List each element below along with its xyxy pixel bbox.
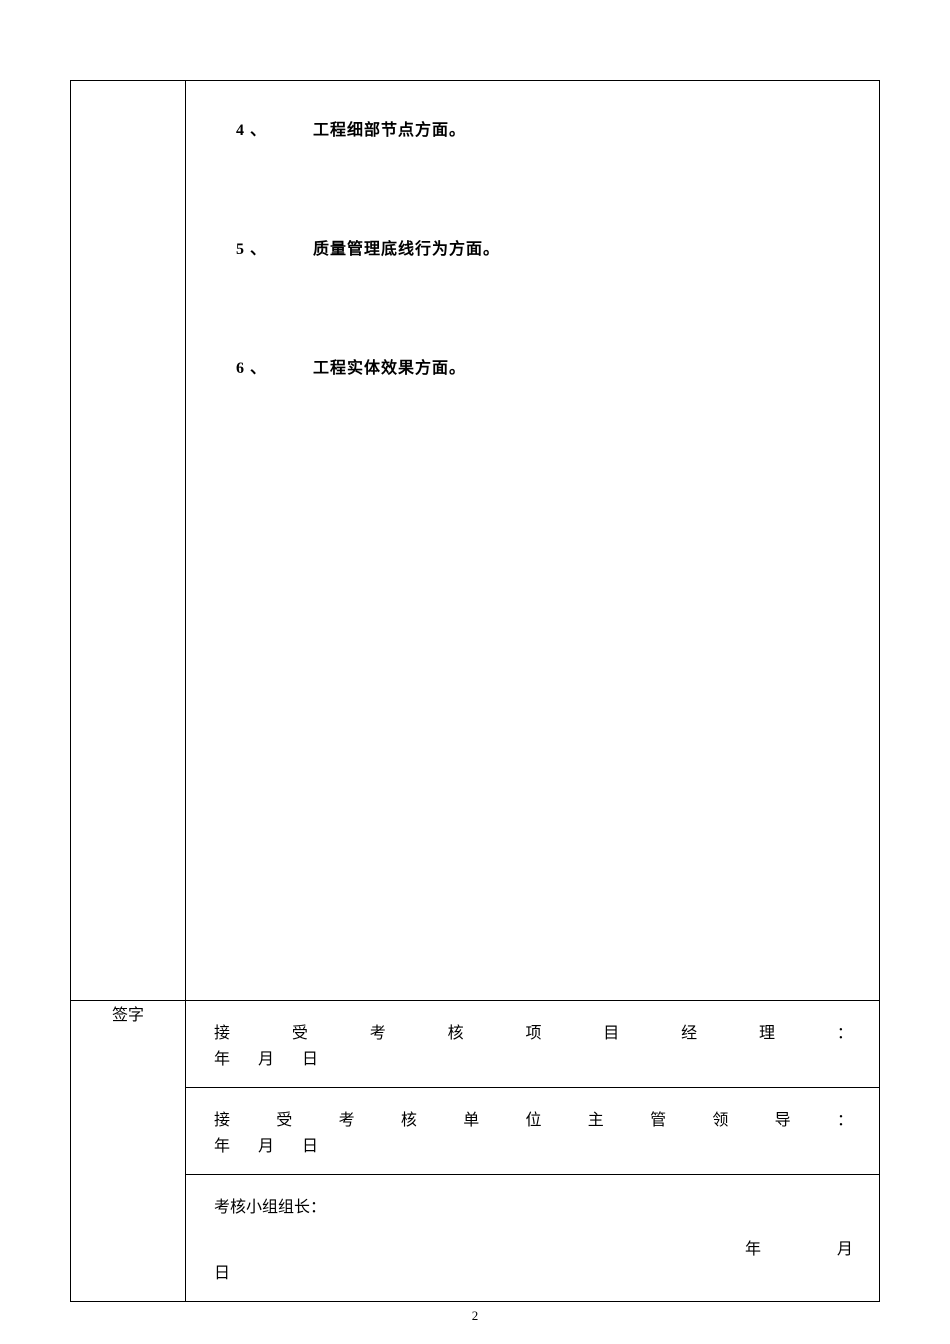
item-4-num: 4 、 bbox=[236, 116, 308, 140]
page-number: 2 bbox=[472, 1308, 479, 1324]
item-4-text: 工程细部节点方面。 bbox=[313, 122, 466, 139]
item-5-num: 5 、 bbox=[236, 235, 308, 259]
signature-label: 签字 bbox=[112, 1007, 144, 1024]
sig-line1-title: 接 受 考 核 项 目 经 理 ： bbox=[214, 1019, 861, 1043]
item-6-text: 工程实体效果方面。 bbox=[313, 360, 466, 377]
sig-line3-day: 日 bbox=[214, 1259, 861, 1283]
sig-line3-label: 考核小组组长： bbox=[214, 1193, 861, 1217]
content-label-cell bbox=[71, 81, 186, 1001]
sig-line3-date: 年 月 bbox=[214, 1235, 861, 1259]
content-cell: 4 、 工程细部节点方面。 5 、 质量管理底线行为方面。 6 、 工程实体效果… bbox=[186, 81, 880, 1001]
item-5: 5 、 质量管理底线行为方面。 bbox=[236, 235, 839, 259]
item-4: 4 、 工程细部节点方面。 bbox=[236, 116, 839, 140]
item-6-num: 6 、 bbox=[236, 354, 308, 378]
signature-row-2: 接 受 考 核 单 位 主 管 领 导 ： 年 月 日 bbox=[186, 1088, 880, 1175]
item-5-text: 质量管理底线行为方面。 bbox=[313, 241, 500, 258]
signature-row-3: 考核小组组长： 年 月 日 bbox=[186, 1175, 880, 1302]
item-6: 6 、 工程实体效果方面。 bbox=[236, 354, 839, 378]
form-table: 4 、 工程细部节点方面。 5 、 质量管理底线行为方面。 6 、 工程实体效果… bbox=[70, 80, 880, 1302]
signature-row-1: 接 受 考 核 项 目 经 理 ： 年 月 日 bbox=[186, 1001, 880, 1088]
signature-label-cell: 签字 bbox=[71, 1001, 186, 1302]
sig-line2-date: 年 月 日 bbox=[214, 1132, 861, 1156]
sig-line2-title: 接 受 考 核 单 位 主 管 领 导 ： bbox=[214, 1106, 861, 1130]
sig-line1-date: 年 月 日 bbox=[214, 1045, 861, 1069]
